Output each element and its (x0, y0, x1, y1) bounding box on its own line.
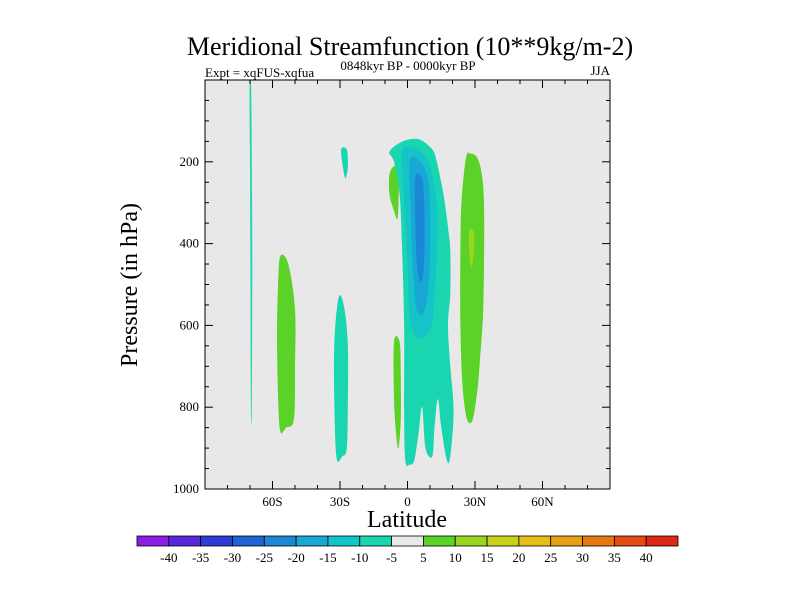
x-tick-label: 30N (464, 494, 487, 509)
y-tick-label: 400 (180, 236, 200, 251)
colorbar-label: -10 (351, 550, 368, 565)
colorbar: -40 -35 -30 -25 -20 -15 -10 -5 5 10 15 20 25 30 35 40 (136, 535, 679, 565)
x-axis-title: Latitude (367, 507, 447, 533)
y-axis-ticks: 200 400 600 800 1000 (173, 99, 610, 496)
y-tick-label: 600 (180, 317, 200, 332)
colorbar-label: -35 (192, 550, 209, 565)
colorbar-swatch (645, 535, 679, 547)
contour-negative-upper-spot (341, 147, 348, 179)
colorbar-label: -25 (256, 550, 273, 565)
colorbar-swatch (136, 535, 170, 547)
colorbar-swatch (423, 535, 456, 547)
contour-positive-upper-blob (388, 165, 399, 220)
colorbar-label: 15 (481, 550, 494, 565)
colorbar-swatch (200, 535, 233, 547)
colorbar-swatch (232, 535, 265, 547)
chart-title: Meridional Streamfunction (10**9kg/m-2) (187, 32, 633, 61)
colorbar-label: -30 (224, 550, 241, 565)
colorbar-swatch (263, 535, 297, 547)
colorbar-swatch (486, 535, 520, 547)
colorbar-swatch (518, 535, 552, 547)
y-tick-label: 1000 (173, 481, 199, 496)
contour-positive-lower-blob (393, 336, 401, 449)
colorbar-label: -40 (160, 550, 177, 565)
y-tick-label: 200 (180, 154, 200, 169)
colorbar-label: 20 (512, 550, 525, 565)
colorbar-swatch (168, 535, 202, 547)
contour-regions (249, 78, 485, 467)
colorbar-swatch (454, 535, 488, 547)
colorbar-label: 35 (608, 550, 621, 565)
y-axis-title: Pressure (in hPa) (117, 203, 143, 367)
x-axis-ticks: 60S 30S 0 30N 60N (227, 80, 588, 509)
x-tick-label: 60N (531, 494, 554, 509)
y-tick-label: 800 (180, 399, 200, 414)
colorbar-label: 40 (640, 550, 653, 565)
colorbar-label: -5 (386, 550, 397, 565)
period-label: 0848kyr BP - 0000kyr BP (340, 58, 475, 73)
colorbar-swatch (582, 535, 615, 547)
contour-south-polar-thin-negative (249, 78, 253, 426)
colorbar-swatch (327, 535, 361, 547)
colorbar-label: 25 (544, 550, 557, 565)
season-label: JJA (590, 63, 610, 78)
colorbar-label: 30 (576, 550, 589, 565)
contour-northern-positive-cell (460, 152, 485, 424)
contour-equatorial-negative-core-3 (414, 173, 425, 282)
colorbar-swatch (613, 535, 647, 547)
colorbar-label: 10 (449, 550, 462, 565)
colorbar-label: 5 (420, 550, 427, 565)
x-tick-label: 30S (330, 494, 350, 509)
colorbar-label: -15 (319, 550, 336, 565)
contour-southern-negative-cell (333, 295, 349, 462)
colorbar-swatch (359, 535, 392, 547)
x-tick-label: 60S (262, 494, 282, 509)
colorbar-swatch (295, 535, 329, 547)
contour-southern-positive-cell (277, 254, 296, 434)
colorbar-swatch (550, 535, 583, 547)
x-tick-label: 0 (404, 494, 411, 509)
contour-northern-positive-core (468, 228, 475, 269)
colorbar-label: -20 (287, 550, 304, 565)
colorbar-swatch (391, 535, 424, 547)
experiment-label: Expt = xqFUS-xqfua (205, 65, 314, 80)
